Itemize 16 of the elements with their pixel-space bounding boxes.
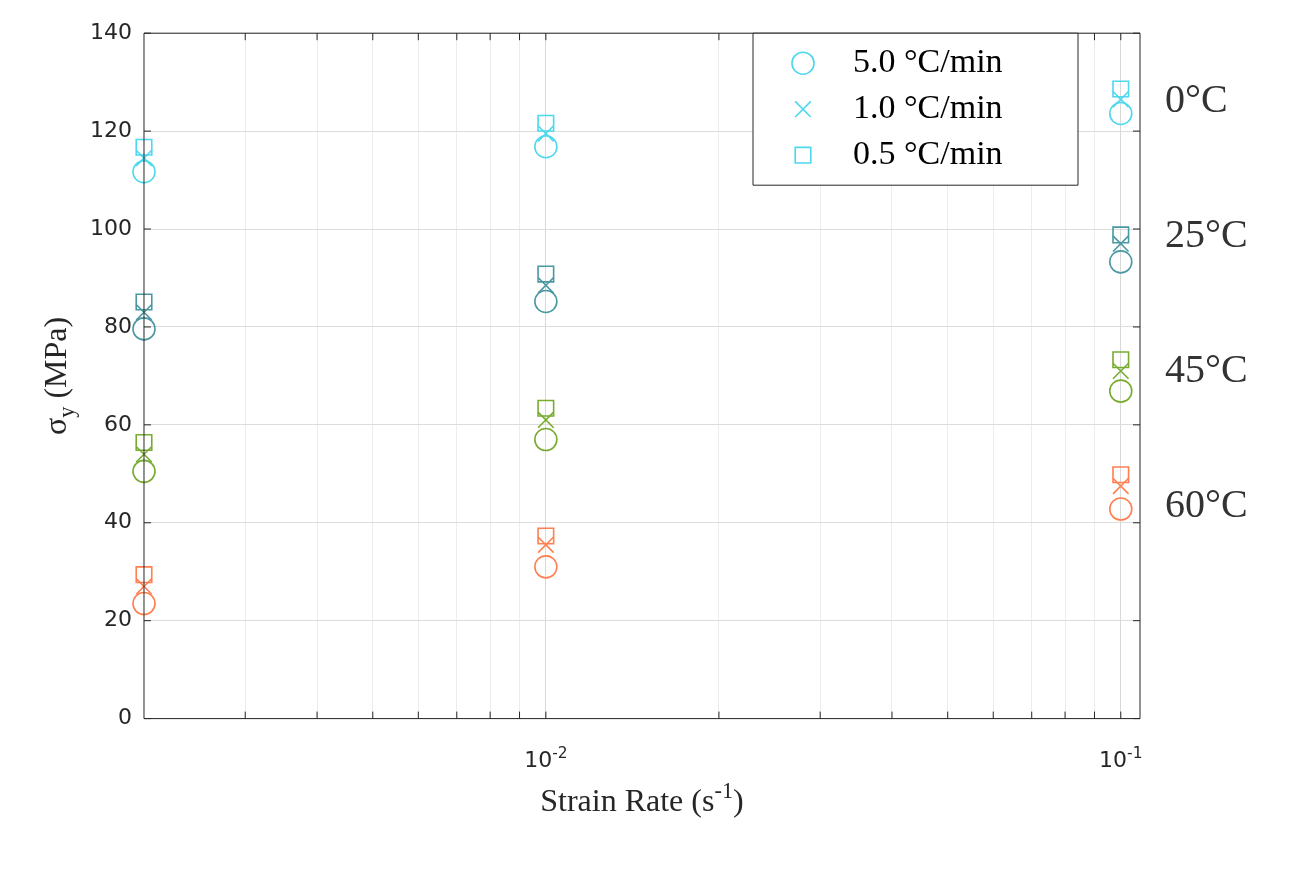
legend-label: 5.0 °C/min xyxy=(853,42,1003,80)
text: 0°C xyxy=(1165,76,1228,122)
text: 45°C xyxy=(1165,346,1248,392)
legend-label: 1.0 °C/min xyxy=(853,88,1003,126)
text: 25°C xyxy=(1165,211,1248,257)
y-tick-label: 60 xyxy=(103,410,132,436)
y-tick-label: 120 xyxy=(89,116,132,142)
legend-label: 0.5 °C/min xyxy=(853,134,1003,172)
text: 60°C xyxy=(1165,481,1248,527)
y-axis-title: σy (MPa) xyxy=(36,316,79,436)
y-tick-label: 140 xyxy=(89,18,132,44)
y-tick-label: 0 xyxy=(117,704,132,730)
y-tick-label: 20 xyxy=(103,606,132,632)
y-tick-label: 100 xyxy=(89,214,132,240)
y-tick-label: 80 xyxy=(103,312,132,338)
y-tick-label: 40 xyxy=(103,508,132,534)
